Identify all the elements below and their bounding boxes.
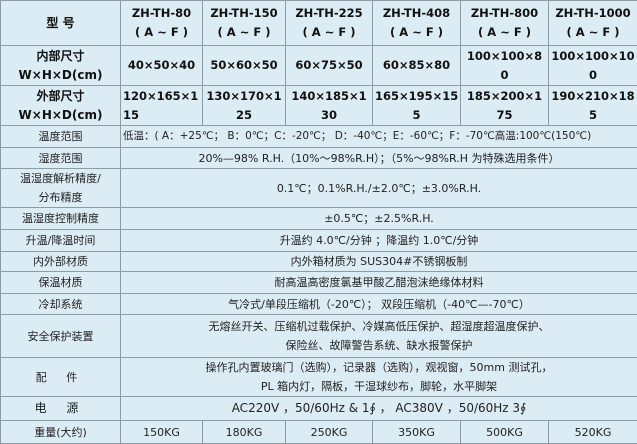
weight-cell: 500KG	[461, 421, 549, 444]
model-cell: ZH-TH-1000 ( A ~ F )	[549, 1, 637, 46]
temp-range-label: 温度范围	[1, 126, 121, 148]
safety-row: 安全保护装置无熔丝开关、压缩机过载保护、冷媒高低压保护、超湿度超温度保护、保险丝…	[1, 315, 637, 358]
weight-row: 重量(大约) 150KG 180KG 250KG 350KG 500KG 520…	[1, 421, 637, 444]
cooling-row: 冷却系统气冷式/单段压缩机（-20℃）； 双段压缩机（-40℃—-70℃）	[1, 294, 637, 315]
safety-label: 安全保护装置	[1, 315, 121, 358]
inner-size-cell: 60×75×50	[286, 46, 373, 86]
model-cell: ZH-TH-408 ( A ~ F )	[373, 1, 461, 46]
weight-cell: 180KG	[203, 421, 286, 444]
model-cell: ZH-TH-80 ( A ~ F )	[121, 1, 203, 46]
insulation-row: 保温材质耐高温高密度氯基甲酸乙醋泡沫绝缘体材料	[1, 272, 637, 294]
model-suffix: ( A ~ F )	[478, 25, 531, 39]
time-value: 升温约 4.0℃/分钟 ；降温约 1.0℃/分钟	[121, 230, 637, 252]
humidity-range-value: 20%—98% R.H.（10%～98%R.H）；（5%～98%R.H 为特殊选…	[121, 148, 637, 169]
material-row: 内外部材质内外箱材质为 SUS304#不锈钢板制	[1, 252, 637, 272]
inner-size-cell: 50×60×50	[203, 46, 286, 86]
insulation-label: 保温材质	[1, 272, 121, 294]
parts-row: 配 件操作孔内置玻璃门（选购），记录器（选购），观视窗，50mm 测试孔，PL …	[1, 358, 637, 397]
control-value: ±0.5℃；±2.5%R.H.	[121, 208, 637, 230]
precision-label: 温湿度解析精度/分布精度	[1, 169, 121, 208]
cooling-label: 冷却系统	[1, 294, 121, 315]
parts-label: 配 件	[1, 358, 121, 397]
cooling-value: 气冷式/单段压缩机（-20℃）； 双段压缩机（-40℃—-70℃）	[121, 294, 637, 315]
temp-range-value: 低温：( A：+25℃； B：0℃；C：-20℃； D：-40℃；E：-60℃；…	[121, 126, 637, 148]
model-suffix: ( A ~ F )	[135, 25, 188, 39]
model-name: ZH-TH-408	[383, 6, 450, 20]
temp-range-row: 温度范围低温：( A：+25℃； B：0℃；C：-20℃； D：-40℃；E：-…	[1, 126, 637, 148]
weight-cell: 150KG	[121, 421, 203, 444]
model-suffix: ( A ~ F )	[303, 25, 356, 39]
precision-value: 0.1℃；0.1%R.H./±2.0℃；±3.0%R.H.	[121, 169, 637, 208]
power-value: AC220V ，50/60Hz & 1∮ ， AC380V ，50/60Hz 3…	[121, 397, 637, 421]
material-label: 内外部材质	[1, 252, 121, 272]
weight-cell: 520KG	[549, 421, 637, 444]
model-name: ZH-TH-150	[210, 6, 277, 20]
power-label: 电 源	[1, 397, 121, 421]
model-label: 型 号	[1, 1, 121, 46]
model-suffix: ( A ~ F )	[218, 25, 271, 39]
material-value: 内外箱材质为 SUS304#不锈钢板制	[121, 252, 637, 272]
parts-value: 操作孔内置玻璃门（选购），记录器（选购），观视窗，50mm 测试孔，PL 箱内灯…	[121, 358, 637, 397]
time-label: 升温/降温时间	[1, 230, 121, 252]
inner-size-cell: 60×85×80	[373, 46, 461, 86]
model-cell: ZH-TH-150 ( A ~ F )	[203, 1, 286, 46]
control-label: 温湿度控制精度	[1, 208, 121, 230]
model-cell: ZH-TH-800 ( A ~ F )	[461, 1, 549, 46]
weight-label: 重量(大约)	[1, 421, 121, 444]
model-name: ZH-TH-80	[132, 6, 191, 20]
humidity-range-label: 湿度范围	[1, 148, 121, 169]
time-row: 升温/降温时间升温约 4.0℃/分钟 ；降温约 1.0℃/分钟	[1, 230, 637, 252]
model-name: ZH-TH-800	[471, 6, 538, 20]
inner-size-cell: 40×50×40	[121, 46, 203, 86]
weight-cell: 250KG	[286, 421, 373, 444]
insulation-value: 耐高温高密度氯基甲酸乙醋泡沫绝缘体材料	[121, 272, 637, 294]
model-name: ZH-TH-225	[295, 6, 362, 20]
model-cell: ZH-TH-225 ( A ~ F )	[286, 1, 373, 46]
control-row: 温湿度控制精度±0.5℃；±2.5%R.H.	[1, 208, 637, 230]
model-suffix: ( A ~ F )	[567, 25, 620, 39]
model-name: ZH-TH-1000	[555, 6, 630, 20]
model-suffix: ( A ~ F )	[390, 25, 443, 39]
safety-value: 无熔丝开关、压缩机过载保护、冷媒高低压保护、超湿度超温度保护、保险丝、故障警告系…	[121, 315, 637, 358]
header-row: 型 号 ZH-TH-80 ( A ~ F ) ZH-TH-150 ( A ~ F )…	[1, 1, 637, 46]
weight-cell: 350KG	[373, 421, 461, 444]
